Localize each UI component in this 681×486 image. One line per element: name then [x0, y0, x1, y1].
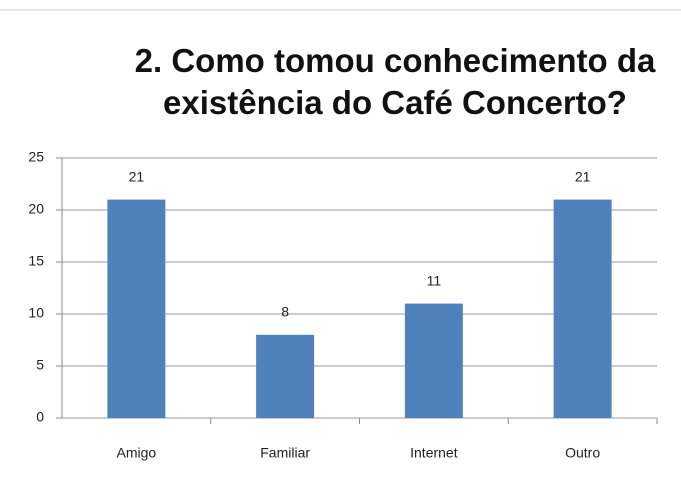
x-tick-label: Internet: [410, 445, 458, 461]
bar: [107, 199, 166, 418]
data-label: 8: [281, 304, 289, 320]
x-tick-label: Familiar: [260, 445, 310, 461]
bar: [404, 303, 463, 418]
y-tick-label: 20: [28, 201, 44, 217]
y-tick-label: 0: [36, 409, 44, 425]
bar: [553, 199, 612, 418]
y-tick-label: 5: [36, 357, 44, 373]
data-label: 21: [129, 168, 145, 184]
bar: [256, 334, 315, 418]
data-label: 11: [427, 272, 442, 288]
y-tick-label: 25: [28, 149, 44, 165]
data-label: 21: [575, 168, 591, 184]
y-tick-label: 15: [28, 253, 44, 269]
x-tick-label: Amigo: [117, 445, 157, 461]
y-tick-label: 10: [28, 305, 44, 321]
chart-title: 2. Como tomou conhecimento da existência…: [134, 42, 656, 121]
x-tick-label: Outro: [565, 445, 600, 461]
